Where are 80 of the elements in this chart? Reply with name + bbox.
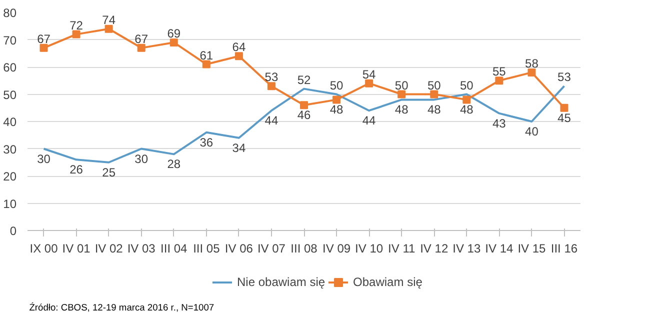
x-tick-label: IX 00	[30, 242, 58, 256]
point	[267, 82, 276, 90]
x-tick-label: IV 11	[388, 242, 416, 256]
data-label: 40	[525, 124, 539, 138]
data-label: 54	[362, 67, 376, 82]
y-tick-label: 70	[3, 33, 17, 48]
point	[528, 68, 536, 76]
data-label: 58	[525, 56, 539, 70]
y-tick-label: 30	[3, 142, 17, 156]
point	[462, 96, 471, 104]
point	[365, 79, 374, 88]
data-label: 52	[297, 72, 311, 87]
legend-label: Obawiam się	[353, 275, 422, 289]
data-label: 44	[362, 114, 376, 128]
x-tick-label: III 04	[160, 242, 188, 256]
data-label: 61	[200, 48, 214, 62]
data-label: 67	[37, 32, 51, 46]
point	[104, 24, 113, 33]
x-tick-label: IV 03	[127, 242, 156, 256]
point	[202, 60, 210, 68]
y-tick-label: 20	[3, 170, 17, 184]
data-label: 48	[394, 102, 409, 117]
data-label: 69	[167, 26, 181, 40]
y-tick-label: 40	[3, 115, 17, 129]
x-tick-label: III 05	[193, 242, 220, 256]
data-label: 46	[297, 108, 311, 122]
data-label: 34	[232, 140, 246, 155]
point	[300, 101, 308, 110]
point	[430, 90, 438, 98]
data-label: 48	[330, 102, 344, 117]
point	[332, 96, 341, 104]
data-label: 53	[558, 70, 572, 84]
x-tick-label: III 08	[290, 242, 318, 256]
x-tick-label: IV 09	[322, 242, 351, 256]
data-label: 26	[70, 162, 84, 177]
x-tick-label: III 16	[550, 242, 578, 256]
legend-label: Nie obawiam się	[237, 275, 326, 289]
y-tick-label: 10	[3, 196, 17, 211]
data-label: 30	[37, 152, 51, 166]
x-tick-label: IV 02	[94, 242, 124, 256]
point	[137, 44, 146, 52]
data-label: 50	[394, 78, 409, 92]
data-label: 64	[232, 40, 246, 54]
data-label: 45	[558, 110, 572, 125]
data-label: 55	[492, 64, 506, 79]
x-tick-label: IV 15	[518, 242, 546, 256]
data-label: 30	[134, 152, 148, 166]
y-tick-label: 0	[10, 224, 17, 238]
data-label: 50	[427, 78, 442, 92]
point	[234, 52, 243, 60]
data-label: 43	[492, 116, 506, 130]
y-tick-label: 50	[3, 88, 17, 102]
y-tick-label: 80	[3, 6, 17, 20]
point	[170, 38, 178, 46]
data-label: 48	[460, 102, 474, 117]
data-label: 53	[264, 70, 278, 84]
data-label: 67	[134, 32, 148, 46]
data-label: 50	[460, 78, 474, 92]
y-tick-label: 60	[3, 60, 17, 74]
data-label: 28	[167, 157, 181, 172]
x-tick-label: IV 13	[452, 242, 481, 256]
x-tick-label: IV 01	[62, 242, 91, 256]
data-label: 48	[427, 102, 442, 117]
data-label: 25	[102, 165, 116, 180]
x-tick-label: IV 14	[485, 242, 514, 256]
data-label: 44	[264, 114, 278, 128]
data-label: 74	[102, 12, 116, 27]
x-tick-label: IV 07	[257, 242, 286, 256]
text: Źródło: CBOS, 12-19 marca 2016 r., N=1007	[29, 302, 214, 312]
x-tick-label: IV 10	[355, 242, 384, 256]
point	[40, 44, 48, 52]
data-label: 72	[70, 18, 84, 32]
data-label: 36	[200, 135, 214, 150]
point	[72, 30, 80, 38]
point	[560, 104, 568, 112]
x-tick-label: IV 12	[420, 242, 448, 256]
data-label: 50	[330, 78, 344, 92]
x-tick-label: IV 06	[224, 242, 254, 256]
point	[495, 76, 504, 85]
point	[398, 90, 406, 98]
